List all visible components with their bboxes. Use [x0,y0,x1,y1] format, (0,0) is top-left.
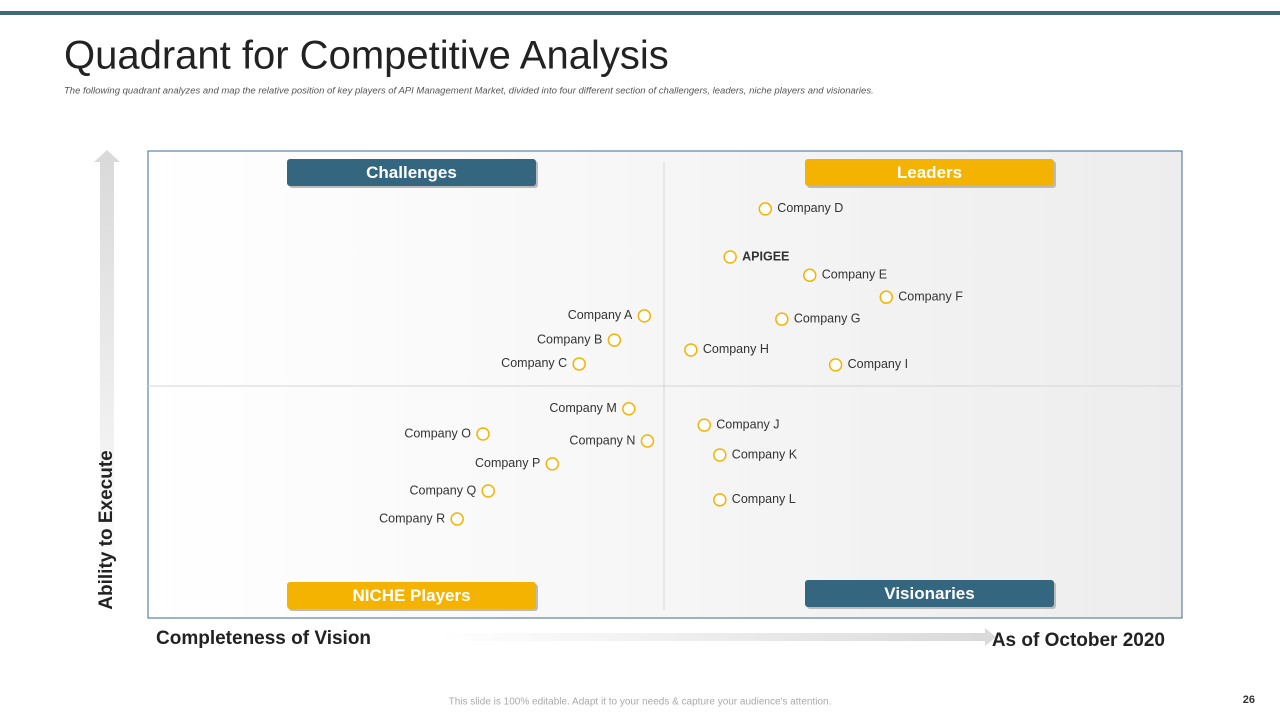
point-label: Company B [537,332,602,346]
title: Quadrant for Competitive Analysis [64,34,669,78]
point-label: Company F [898,289,963,303]
quadrant-label: NICHE Players [352,586,470,605]
quadrant-box [805,580,1054,607]
point [637,309,652,323]
quadrant-label: Leaders [897,163,962,182]
quadrant-box [287,159,536,186]
point-label: Company K [732,447,798,461]
point-label: Company I [848,357,908,371]
point [684,343,698,357]
quadrant-label: Challenges [366,163,457,182]
point [450,512,464,526]
point [476,427,490,441]
quadrant-box [287,582,536,609]
point [622,402,636,416]
quadrant-label: Visionaries [884,584,974,603]
point-label: Company D [777,201,843,215]
y-axis-label: Ability to Execute [96,450,117,609]
point-label: Company R [379,511,445,525]
point-label: Company N [569,433,635,447]
point [640,434,655,448]
point [758,202,773,216]
point-label: Company J [716,417,779,431]
point [697,418,712,432]
quadrant-box [805,159,1054,186]
plot-area [147,150,1183,619]
point-label: Company P [475,456,540,470]
x-arrow [440,628,996,646]
point-label: Company M [549,401,616,415]
point-label: Company L [732,492,796,506]
note: As of October 2020 [992,630,1165,651]
point-label: Company E [822,268,887,282]
point [572,357,586,371]
footer: This slide is 100% editable. Adapt it to… [449,697,832,708]
point-label: APIGEE [742,249,789,263]
subtitle: The following quadrant analyzes and map … [64,86,874,97]
point-label: Company O [404,426,471,440]
point [775,312,789,326]
top-bar [0,11,1280,15]
point-label: Company C [501,356,567,370]
point [803,268,817,282]
point [713,448,727,462]
y-arrow [94,150,120,600]
point-label: Company A [568,308,633,322]
point [828,358,843,372]
point-label: Company G [794,311,861,325]
point [481,484,495,498]
point [723,250,737,264]
point-label: Company H [703,342,769,356]
point [545,457,560,471]
point [607,333,622,347]
point [879,290,894,304]
point [713,493,727,507]
point-label: Company Q [409,483,476,497]
x-axis-label: Completeness of Vision [156,628,371,649]
page-number: 26 [1243,694,1255,706]
